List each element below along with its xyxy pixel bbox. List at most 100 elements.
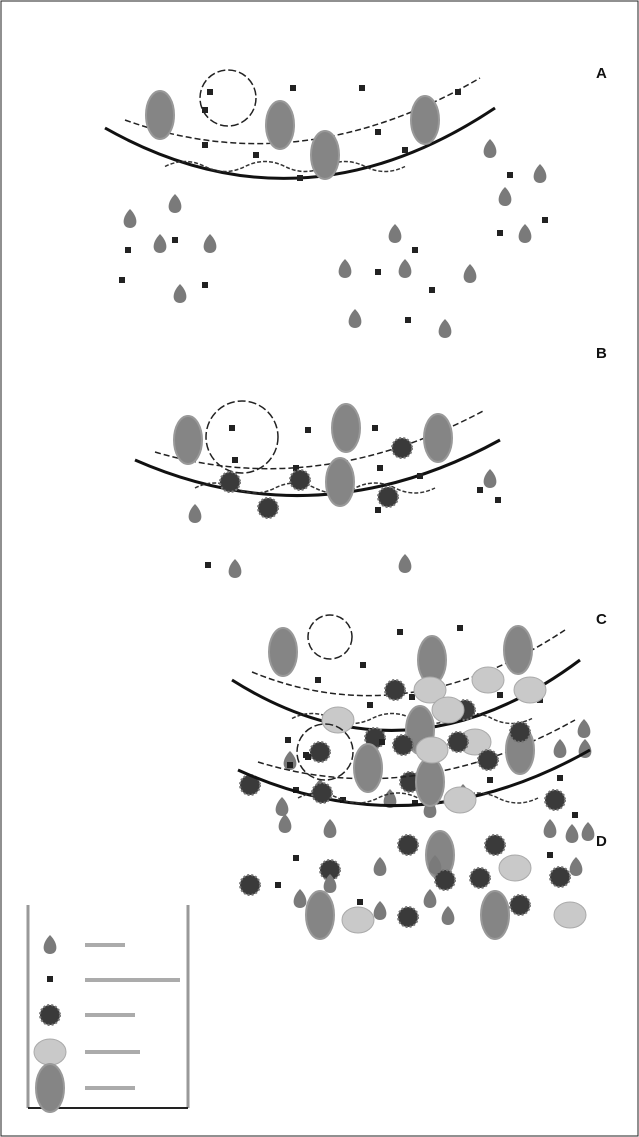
- host-cell: [504, 626, 532, 674]
- small-particle: [47, 976, 53, 982]
- small-particle: [429, 287, 435, 293]
- dark-cell: [258, 498, 278, 518]
- dark-cell: [378, 487, 398, 507]
- light-cell: [322, 707, 354, 733]
- small-particle: [293, 855, 299, 861]
- host-cell: [36, 1064, 64, 1112]
- legend-text-blur: [85, 1013, 135, 1017]
- dark-cell: [485, 835, 505, 855]
- host-cell: [306, 891, 334, 939]
- small-particle: [542, 217, 548, 223]
- small-particle: [119, 277, 125, 283]
- host-cell: [266, 101, 294, 149]
- small-particle: [405, 317, 411, 323]
- dark-cell: [510, 895, 530, 915]
- small-particle: [202, 142, 208, 148]
- host-cell: [481, 891, 509, 939]
- small-particle: [547, 852, 553, 858]
- small-particle: [287, 762, 293, 768]
- small-particle: [305, 754, 311, 760]
- light-cell: [342, 907, 374, 933]
- small-particle: [357, 899, 363, 905]
- small-particle: [253, 152, 259, 158]
- small-particle: [375, 129, 381, 135]
- small-particle: [507, 172, 513, 178]
- small-particle: [232, 457, 238, 463]
- figure: A B C D: [0, 0, 639, 1137]
- dark-cell: [385, 680, 405, 700]
- light-cell: [554, 902, 586, 928]
- small-particle: [125, 247, 131, 253]
- small-particle: [455, 89, 461, 95]
- dark-cell: [545, 790, 565, 810]
- dark-cell: [393, 735, 413, 755]
- small-particle: [229, 425, 235, 431]
- small-particle: [297, 175, 303, 181]
- host-cell: [326, 458, 354, 506]
- light-cell: [432, 697, 464, 723]
- small-particle: [557, 775, 563, 781]
- legend-text-blur: [85, 1050, 140, 1054]
- host-cell: [416, 758, 444, 806]
- dark-cell: [448, 732, 468, 752]
- small-particle: [397, 629, 403, 635]
- light-cell: [444, 787, 476, 813]
- host-cell: [174, 416, 202, 464]
- small-particle: [205, 562, 211, 568]
- small-particle: [572, 812, 578, 818]
- small-particle: [207, 89, 213, 95]
- small-particle: [409, 694, 415, 700]
- host-cell: [424, 414, 452, 462]
- dark-cell: [40, 1005, 60, 1025]
- small-particle: [375, 507, 381, 513]
- small-particle: [172, 237, 178, 243]
- dark-cell: [392, 438, 412, 458]
- small-particle: [377, 465, 383, 471]
- dark-cell: [478, 750, 498, 770]
- small-particle: [315, 677, 321, 683]
- small-particle: [379, 739, 385, 745]
- panel-label: D: [596, 833, 607, 850]
- small-particle: [290, 85, 296, 91]
- light-cell: [34, 1039, 66, 1065]
- dark-cell: [240, 875, 260, 895]
- host-cell: [354, 744, 382, 792]
- small-particle: [360, 662, 366, 668]
- small-particle: [417, 473, 423, 479]
- dark-cell: [470, 868, 490, 888]
- small-particle: [275, 882, 281, 888]
- dark-cell: [310, 742, 330, 762]
- dark-cell: [550, 867, 570, 887]
- dark-cell: [398, 907, 418, 927]
- legend-text-blur: [85, 943, 125, 947]
- dark-cell: [398, 835, 418, 855]
- small-particle: [285, 737, 291, 743]
- light-cell: [499, 855, 531, 881]
- panel-label: C: [596, 611, 607, 628]
- small-particle: [495, 497, 501, 503]
- small-particle: [372, 425, 378, 431]
- small-particle: [202, 282, 208, 288]
- host-cell: [311, 131, 339, 179]
- small-particle: [375, 269, 381, 275]
- small-particle: [202, 107, 208, 113]
- small-particle: [497, 692, 503, 698]
- panel-label: A: [596, 65, 607, 82]
- small-particle: [367, 702, 373, 708]
- dark-cell: [290, 470, 310, 490]
- host-cell: [411, 96, 439, 144]
- small-particle: [412, 247, 418, 253]
- small-particle: [497, 230, 503, 236]
- dark-cell: [312, 783, 332, 803]
- legend-text-blur: [85, 978, 180, 982]
- light-cell: [416, 737, 448, 763]
- dark-cell: [510, 722, 530, 742]
- dark-cell: [220, 472, 240, 492]
- light-cell: [472, 667, 504, 693]
- small-particle: [359, 85, 365, 91]
- light-cell: [514, 677, 546, 703]
- host-cell: [146, 91, 174, 139]
- panel-label: B: [596, 345, 607, 362]
- small-particle: [477, 487, 483, 493]
- small-particle: [402, 147, 408, 153]
